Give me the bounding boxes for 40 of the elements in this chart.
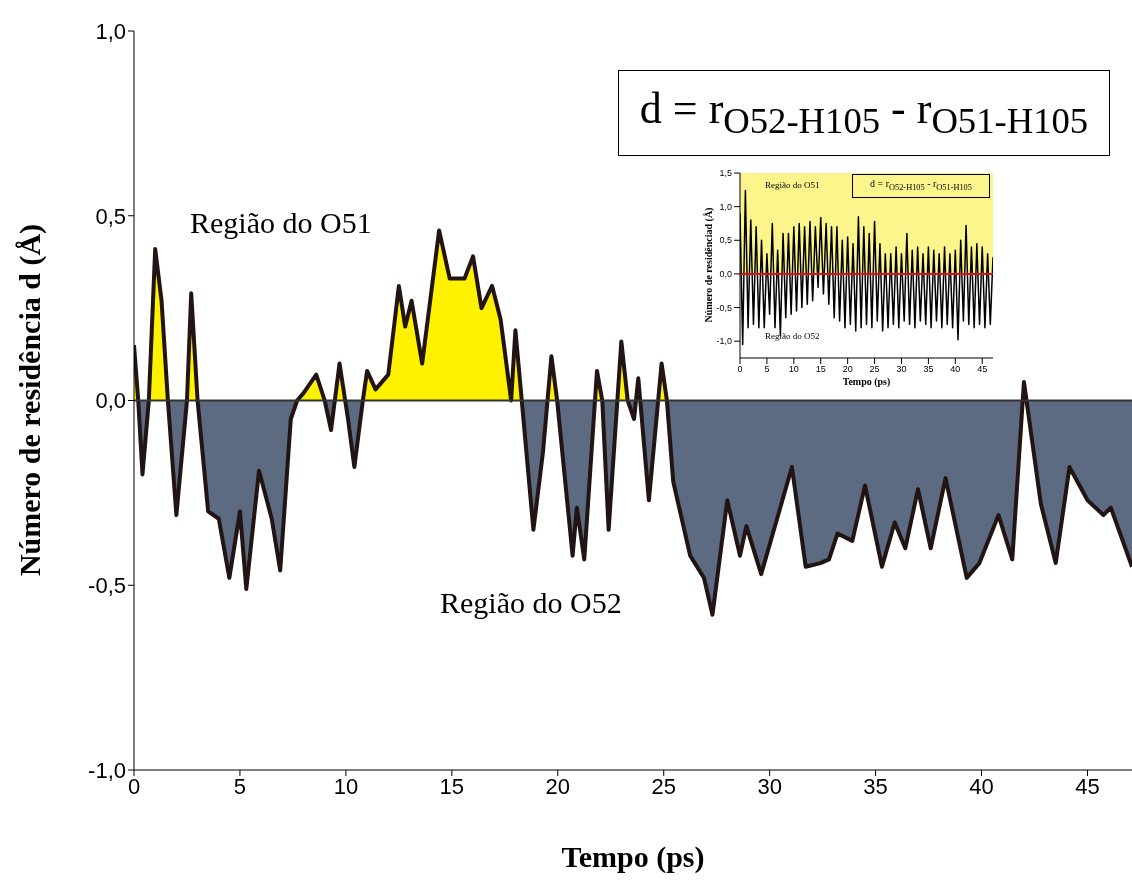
- x-tick-label: 25: [869, 364, 880, 375]
- y-axis-title: Número de residênciad (Å): [702, 207, 714, 323]
- y-tick-label: -1,0: [716, 336, 732, 347]
- y-tick-label: 1,5: [719, 168, 732, 179]
- x-tick-label: 15: [815, 364, 826, 375]
- y-tick-label: -0,5: [88, 573, 126, 599]
- x-axis-title: Tempo (ps): [841, 376, 892, 387]
- x-tick-label: 25: [651, 773, 676, 799]
- annotation: Região do O51: [190, 206, 372, 239]
- annotation: d = r$_{O52-H105}$ - r$_{O51-H105}$: [870, 178, 972, 193]
- x-tick-label: 30: [896, 364, 907, 375]
- y-tick-label: 0,0: [719, 269, 732, 280]
- annotation: Região do O51: [765, 180, 820, 190]
- x-tick-label: 45: [977, 364, 988, 375]
- x-tick-label: 35: [863, 773, 888, 799]
- x-tick-label: 0: [737, 364, 743, 375]
- x-tick-label: 10: [788, 364, 799, 375]
- y-tick-label: -0,5: [716, 302, 732, 313]
- x-tick-label: 0: [127, 773, 141, 799]
- y-tick-label: 1,0: [95, 18, 126, 44]
- x-tick-label: 20: [842, 364, 853, 375]
- x-axis-title: Tempo (ps): [560, 840, 706, 874]
- x-tick-label: 40: [969, 773, 994, 799]
- x-tick-label: 35: [923, 364, 934, 375]
- y-tick-label: 0,0: [95, 388, 126, 414]
- y-axis-title: Número de residência d (Å): [13, 223, 47, 577]
- annotation: Região do O52: [440, 586, 622, 619]
- x-tick-label: 10: [333, 773, 359, 799]
- y-tick-label: -1,0: [88, 757, 126, 783]
- x-tick-label: 15: [439, 773, 465, 799]
- y-tick-label: 1,0: [719, 201, 732, 212]
- x-tick-label: 45: [1075, 773, 1100, 799]
- x-tick-label: 5: [233, 773, 247, 799]
- x-tick-label: 20: [545, 773, 571, 799]
- annotation: d = r$_{O52-H105}$ - r$_{O51-H105}$: [639, 83, 1089, 141]
- y-tick-label: 0,5: [95, 203, 126, 229]
- x-tick-label: 40: [950, 364, 961, 375]
- y-tick-label: 0,5: [719, 235, 732, 246]
- x-tick-label: 5: [764, 364, 770, 375]
- x-tick-label: 30: [757, 773, 782, 799]
